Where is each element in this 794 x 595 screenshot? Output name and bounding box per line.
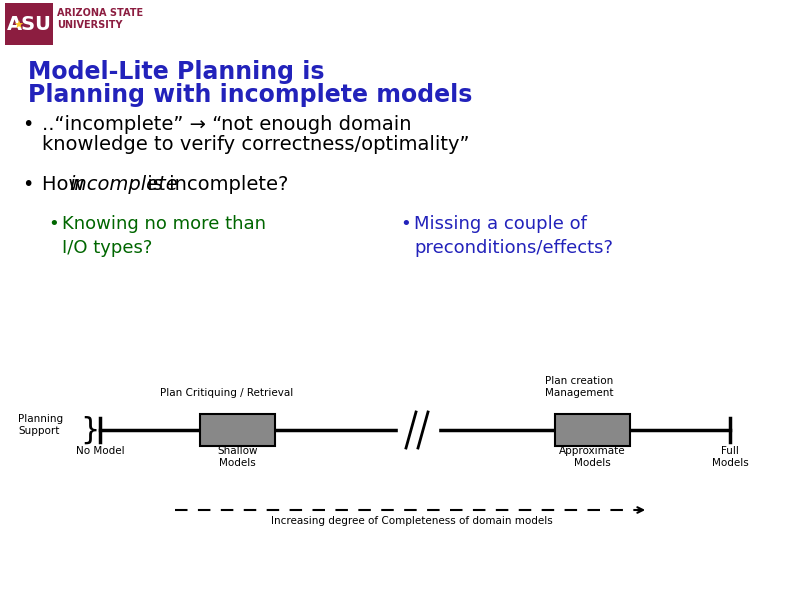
Text: ARIZONA STATE: ARIZONA STATE <box>57 8 143 18</box>
Text: incomplete: incomplete <box>69 175 178 194</box>
Text: Full
Models: Full Models <box>711 446 749 468</box>
Text: ..“incomplete” → “not enough domain: ..“incomplete” → “not enough domain <box>42 115 411 134</box>
Text: UNIVERSITY: UNIVERSITY <box>57 20 122 30</box>
Text: •: • <box>22 175 33 194</box>
Text: Increasing degree of Completeness of domain models: Increasing degree of Completeness of dom… <box>271 516 553 526</box>
Text: Planning
Support: Planning Support <box>18 414 64 436</box>
Text: ASU: ASU <box>6 14 52 33</box>
Text: •: • <box>400 215 410 233</box>
Text: is incomplete?: is incomplete? <box>141 175 288 194</box>
Bar <box>200 414 275 446</box>
Text: ★: ★ <box>13 21 23 31</box>
Text: •: • <box>48 215 59 233</box>
Text: Knowing no more than
I/O types?: Knowing no more than I/O types? <box>62 215 266 256</box>
Text: How: How <box>42 175 91 194</box>
Text: Shallow
Models: Shallow Models <box>218 446 258 468</box>
Text: No Model: No Model <box>75 446 125 456</box>
Text: Missing a couple of
preconditions/effects?: Missing a couple of preconditions/effect… <box>414 215 613 256</box>
Text: •: • <box>22 115 33 134</box>
Text: knowledge to verify correctness/optimality”: knowledge to verify correctness/optimali… <box>42 135 469 154</box>
Text: }: } <box>80 415 99 444</box>
Bar <box>5 3 53 45</box>
Text: Model-Lite Planning is: Model-Lite Planning is <box>28 60 325 84</box>
Text: Plan creation
Management: Plan creation Management <box>545 375 614 398</box>
Bar <box>555 414 630 446</box>
Text: Approximate
Models: Approximate Models <box>559 446 626 468</box>
Text: Planning with incomplete models: Planning with incomplete models <box>28 83 472 107</box>
Text: Plan Critiquing / Retrieval: Plan Critiquing / Retrieval <box>160 388 293 398</box>
